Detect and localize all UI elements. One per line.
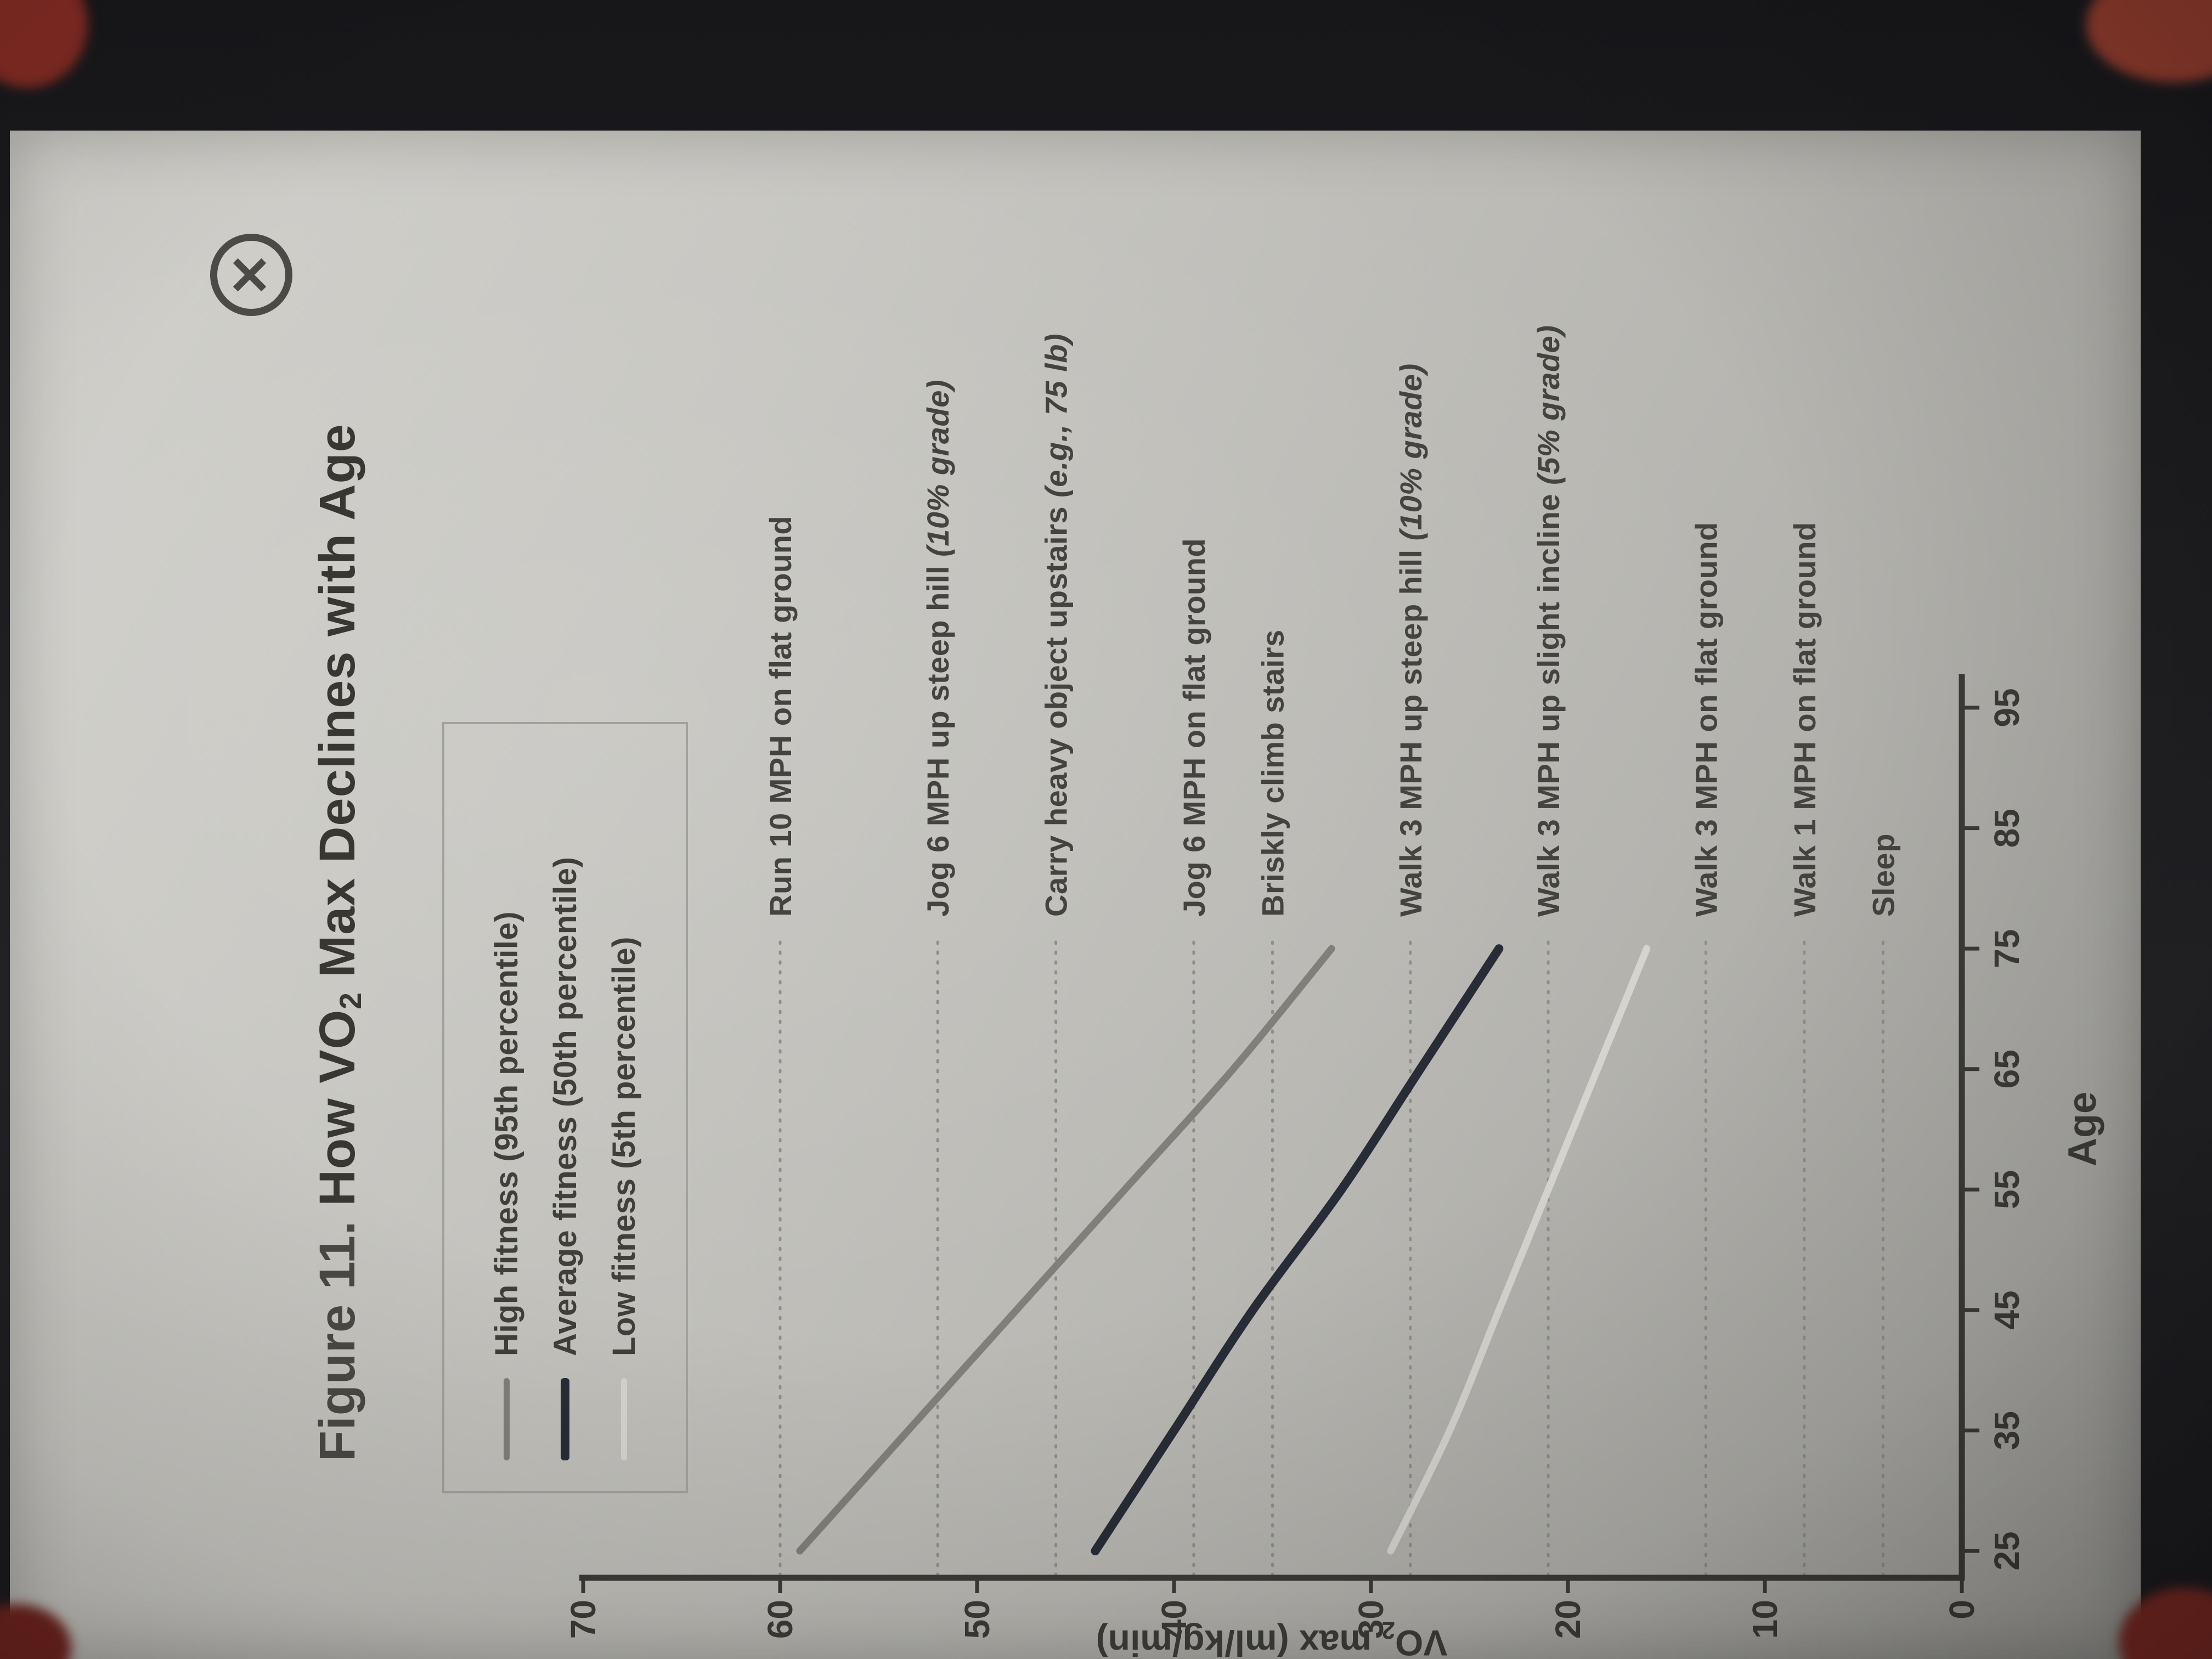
y-tick-label: 50 [957, 1600, 997, 1639]
y-tick-label: 30 [1351, 1600, 1391, 1639]
reference-line-label: Run 10 MPH on flat ground [763, 516, 798, 917]
y-tick-label: 40 [1154, 1600, 1194, 1639]
series-path-high-fitness [796, 945, 1335, 1555]
x-tick-label: 75 [1987, 929, 2027, 968]
x-tick-label: 95 [1987, 688, 2027, 727]
x-tick-label: 65 [1987, 1049, 2027, 1088]
reference-line-label: Walk 3 MPH up steep hill (10% grade) [1393, 363, 1428, 917]
vo2max-decline-chart: Run 10 MPH on flat ground Jog 6 MPH up st… [563, 325, 2104, 1659]
reference-line-label: Walk 3 MPH on flat ground [1689, 522, 1723, 917]
figure-upright: Figure 11.How VO2 Max Declines with Age … [10, 131, 2141, 1659]
x-tick-label: 85 [1987, 809, 2027, 848]
series-path-average-fitness [1091, 944, 1504, 1555]
reference-line-label: Carry heavy object upstairs (e.g., 75 lb… [1039, 334, 1074, 917]
x-tick-label: 55 [1987, 1170, 2027, 1209]
reference-line-label: Briskly climb stairs [1256, 629, 1290, 917]
y-axis-title: VO2 max (ml/kg/min) [1096, 1617, 1448, 1659]
red-corner-accent [2086, 0, 2212, 82]
y-tick-label: 70 [563, 1600, 603, 1639]
y-tick-label: 10 [1745, 1600, 1785, 1639]
x-tick-label: 35 [1987, 1411, 2027, 1450]
x-tick-label: 25 [1987, 1531, 2027, 1570]
reference-line-label: Jog 6 MPH up steep hill (10% grade) [921, 380, 955, 917]
reference-line-label: Sleep [1866, 833, 1900, 917]
x-axis-title: Age [2061, 1092, 2104, 1166]
screen: Figure 11.How VO2 Max Declines with Age … [10, 131, 2141, 1659]
y-tick-label: 60 [760, 1600, 800, 1639]
reference-line-label: Jog 6 MPH on flat ground [1177, 538, 1211, 917]
y-tick-label: 20 [1548, 1600, 1588, 1639]
series-path-low-fitness [1387, 945, 1651, 1555]
reference-line-label: Walk 3 MPH up slight incline (5% grade) [1531, 325, 1566, 917]
y-tick-label: 0 [1942, 1600, 1982, 1620]
reference-line-label: Walk 1 MPH on flat ground [1787, 522, 1822, 917]
x-tick-label: 45 [1987, 1290, 2027, 1329]
red-corner-accent [0, 0, 88, 88]
